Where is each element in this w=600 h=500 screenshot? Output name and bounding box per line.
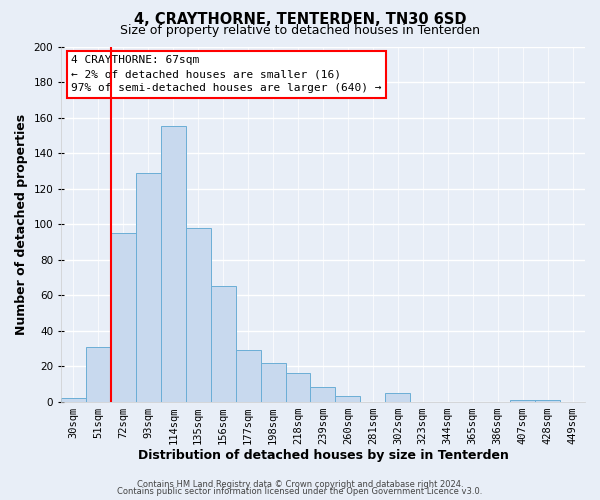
Text: 4 CRAYTHORNE: 67sqm
← 2% of detached houses are smaller (16)
97% of semi-detache: 4 CRAYTHORNE: 67sqm ← 2% of detached hou…	[71, 56, 382, 94]
Text: Contains HM Land Registry data © Crown copyright and database right 2024.: Contains HM Land Registry data © Crown c…	[137, 480, 463, 489]
Bar	[136, 172, 161, 402]
Bar	[86, 346, 111, 402]
Bar	[385, 392, 410, 402]
Bar	[510, 400, 535, 402]
Bar	[161, 126, 186, 402]
Bar	[310, 388, 335, 402]
Text: Size of property relative to detached houses in Tenterden: Size of property relative to detached ho…	[120, 24, 480, 37]
Text: 4, CRAYTHORNE, TENTERDEN, TN30 6SD: 4, CRAYTHORNE, TENTERDEN, TN30 6SD	[134, 12, 466, 28]
Bar	[236, 350, 260, 402]
Bar	[211, 286, 236, 402]
Bar	[61, 398, 86, 402]
Bar	[286, 373, 310, 402]
Text: Contains public sector information licensed under the Open Government Licence v3: Contains public sector information licen…	[118, 487, 482, 496]
Bar	[260, 362, 286, 402]
Bar	[335, 396, 361, 402]
Y-axis label: Number of detached properties: Number of detached properties	[15, 114, 28, 334]
Bar	[535, 400, 560, 402]
Bar	[111, 233, 136, 402]
Bar	[186, 228, 211, 402]
X-axis label: Distribution of detached houses by size in Tenterden: Distribution of detached houses by size …	[137, 450, 508, 462]
